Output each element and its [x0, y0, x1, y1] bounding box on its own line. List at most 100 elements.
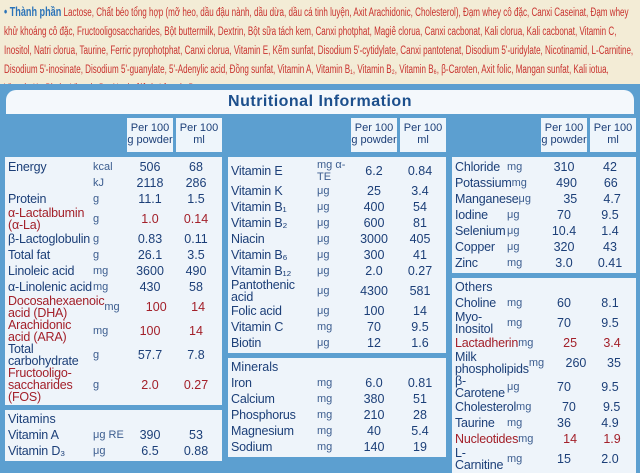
nutrient-unit: g: [93, 349, 100, 361]
nutrient-unit: mg: [507, 317, 523, 329]
per-100ml-value: 1.5: [187, 192, 205, 206]
nutrient-unit: μg: [317, 185, 330, 197]
per-100ml-value: 66: [603, 176, 618, 190]
nutrient-name: Docosahexaenoic acid (DHA): [8, 294, 105, 320]
nutrient-section: Energy kcal 506 68 kJ 2118 286 Protein g 11.1 1.5 α…: [5, 157, 222, 405]
per-100g-value: 260: [565, 356, 587, 370]
per-100g-value: 380: [363, 392, 385, 406]
nutrient-unit: mg: [518, 433, 534, 445]
nutrient-unit: kcal: [93, 161, 113, 173]
nutrient-row: Selenium μg 10.4 1.4: [455, 223, 633, 239]
nutrient-row: Folic acid μg 100 14: [231, 303, 443, 319]
nutrient-row: Choline mg 60 8.1: [455, 295, 633, 311]
nutrient-unit: μg: [507, 241, 520, 253]
nutrient-unit: mg: [507, 453, 523, 465]
nutrient-unit: g: [93, 379, 100, 391]
nutrient-name: Vitamin A: [8, 428, 59, 442]
per-100g-value: 70: [557, 316, 571, 330]
nutrient-name: Total fat: [8, 248, 50, 262]
nutrient-name: Vitamin B₁: [231, 200, 287, 214]
per-100g-value: 60: [557, 296, 571, 310]
nutrient-row: Vitamin E mg α-TE 6.2 0.84: [231, 159, 443, 183]
nutrient-name: Taurine: [455, 416, 495, 430]
per-100g-value: 400: [363, 200, 385, 214]
per-100g-value: 25: [563, 336, 578, 350]
per-100ml-value: 490: [185, 264, 207, 278]
nutrient-row: Vitamin K μg 25 3.4: [231, 183, 443, 199]
nutrient-unit: μg: [93, 445, 106, 457]
per-100g-value: 26.1: [137, 248, 163, 262]
nutrient-unit: mg: [518, 337, 534, 349]
nutrient-name: Vitamin K: [231, 184, 283, 198]
per-100ml-value: 42: [603, 160, 617, 174]
nutrient-name: Niacin: [231, 232, 265, 246]
per-100ml-value: 51: [413, 392, 427, 406]
per-100g-value: 430: [139, 280, 161, 294]
nutrient-unit: mg: [507, 257, 523, 269]
nutrient-name: Linoleic acid: [8, 264, 75, 278]
per-100g-value: 36: [557, 416, 571, 430]
per-100ml-value: 14: [189, 324, 203, 338]
nutrient-unit: mg: [93, 325, 109, 337]
per-100g-value: 70: [561, 400, 576, 414]
per-100ml-value: 286: [185, 176, 207, 190]
nutrient-name: Sodium: [231, 440, 273, 454]
per-100ml-value: 4.9: [601, 416, 619, 430]
nutrient-row: Phosphorus mg 210 28: [231, 407, 443, 423]
per-100ml-value: 28: [413, 408, 427, 422]
nutrient-name: Myo-Inositol: [455, 310, 494, 336]
nutrient-name: Potassium: [455, 176, 512, 190]
header-cell: Per 100 ml: [400, 118, 446, 152]
nutrition-column: Per 100 g powder Per 100 ml Vitamin E mg α-…: [228, 118, 446, 457]
per-100ml-value: 35: [607, 356, 621, 370]
nutrient-unit: mg: [317, 441, 333, 453]
nutrient-name: Biotin: [231, 336, 262, 350]
per-100g-value: 2118: [136, 176, 164, 190]
nutrient-row: Iodine μg 70 9.5: [455, 207, 633, 223]
nutrient-unit: μg: [507, 225, 520, 237]
per-100ml-value: 9.5: [411, 320, 429, 334]
per-100ml-value: 4.7: [603, 192, 621, 206]
nutrient-row: Protein g 11.1 1.5: [8, 191, 219, 207]
per-100g-value: 100: [145, 300, 167, 314]
per-100g-value: 3.0: [555, 256, 573, 270]
nutrient-name: Lactadherin: [455, 336, 519, 350]
section-title: Minerals: [231, 360, 279, 374]
nutrient-row: Potassium mg 490 66: [455, 175, 633, 191]
per-100ml-value: 41: [413, 248, 427, 262]
nutrient-unit: μg: [518, 193, 531, 205]
section-title: Others: [455, 280, 493, 294]
nutrient-name: Vitamin C: [231, 320, 284, 334]
nutrient-unit: μg: [317, 285, 330, 297]
nutrient-row: Manganese μg 35 4.7: [455, 191, 633, 207]
nutrient-unit: μg: [507, 381, 520, 393]
nutrient-name: α-Linolenic acid: [8, 280, 92, 294]
per-100g-value: 2.0: [141, 378, 159, 392]
nutrient-unit: g: [93, 233, 100, 245]
per-100ml-value: 2.0: [601, 452, 619, 466]
nutrient-row: Copper μg 320 43: [455, 239, 633, 255]
header-cell: Per 100 ml: [176, 118, 222, 152]
nutrient-name: Cholesterol: [455, 400, 517, 414]
nutrient-row: Niacin μg 3000 405: [231, 231, 443, 247]
nutrient-row: Energy kcal 506 68: [8, 159, 219, 175]
nutrient-unit: mg: [507, 161, 523, 173]
nutrient-name: Zinc: [455, 256, 478, 270]
nutrient-row: α-Linolenic acid mg 430 58: [8, 279, 219, 295]
per-100ml-value: 0.84: [407, 164, 433, 178]
per-100g-value: 25: [367, 184, 381, 198]
per-100g-value: 4300: [360, 284, 388, 298]
nutrient-section: Vitamins Vitamin A μg RE 390 53 Vitamin D₃ μg 6…: [5, 410, 222, 461]
nutrient-name: Vitamin B₁₂: [231, 264, 292, 278]
nutrient-section: Others Choline mg 60 8.1 Myo-Inositol mg 70 9.5 L…: [452, 278, 636, 473]
per-100g-value: 300: [363, 248, 385, 262]
nutrient-unit: μg: [317, 201, 330, 213]
nutrient-row: Fructooligo-saccharides (FOS) g 2.0 0.27: [8, 367, 219, 404]
nutrient-name: Energy: [8, 160, 47, 174]
nutrient-row: Calcium mg 380 51: [231, 391, 443, 407]
ingredients-text: Lactose, Chất béo tổng hợp (mỡ heo, dầu …: [4, 7, 634, 84]
nutrient-row: Taurine mg 36 4.9: [455, 415, 633, 431]
nutrient-unit: μg: [317, 337, 330, 349]
per-100ml-value: 1.4: [601, 224, 619, 238]
